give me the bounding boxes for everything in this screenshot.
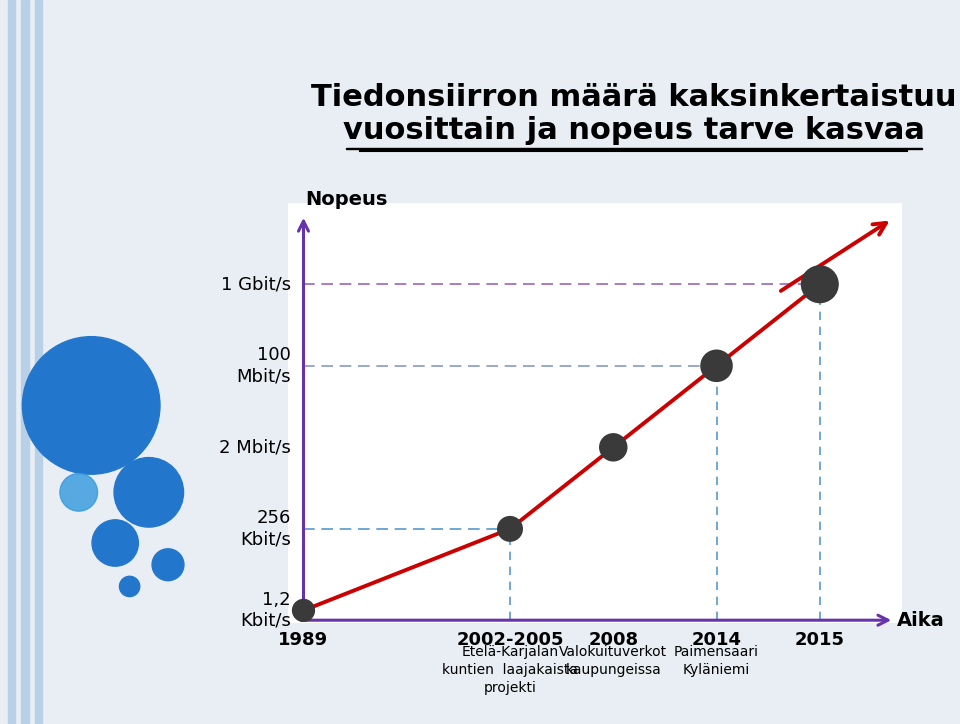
Text: 1 Gbit/s: 1 Gbit/s [221, 275, 291, 293]
Point [606, 442, 621, 453]
Text: Etelä-Karjalan: Etelä-Karjalan [462, 644, 559, 659]
Point [502, 523, 517, 534]
Text: Nopeus: Nopeus [305, 190, 388, 209]
Text: kuntien  laajakaista: kuntien laajakaista [442, 662, 578, 677]
Text: 2002-2005: 2002-2005 [456, 631, 564, 649]
Point [708, 360, 724, 371]
Point [296, 605, 311, 616]
Text: 1,2
Kbit/s: 1,2 Kbit/s [240, 591, 291, 630]
Text: Aika: Aika [898, 610, 945, 630]
Point [812, 279, 828, 290]
Text: kaupungeissa: kaupungeissa [565, 662, 661, 677]
Text: projekti: projekti [484, 681, 537, 694]
Text: 2 Mbit/s: 2 Mbit/s [219, 438, 291, 456]
Text: Kyläniemi: Kyläniemi [683, 662, 750, 677]
Text: 1989: 1989 [278, 631, 328, 649]
Text: 2015: 2015 [795, 631, 845, 649]
Text: 2008: 2008 [588, 631, 638, 649]
Text: 256
Kbit/s: 256 Kbit/s [240, 510, 291, 548]
Text: vuosittain ja nopeus tarve kasvaa: vuosittain ja nopeus tarve kasvaa [343, 116, 924, 145]
Text: Valokuituverkot: Valokuituverkot [560, 644, 667, 659]
Text: 2014: 2014 [691, 631, 741, 649]
Text: Tiedonsiirron määrä kaksinkertaistuu: Tiedonsiirron määrä kaksinkertaistuu [311, 83, 956, 112]
Text: 100
Mbit/s: 100 Mbit/s [236, 346, 291, 385]
Text: Paimensaari: Paimensaari [674, 644, 759, 659]
